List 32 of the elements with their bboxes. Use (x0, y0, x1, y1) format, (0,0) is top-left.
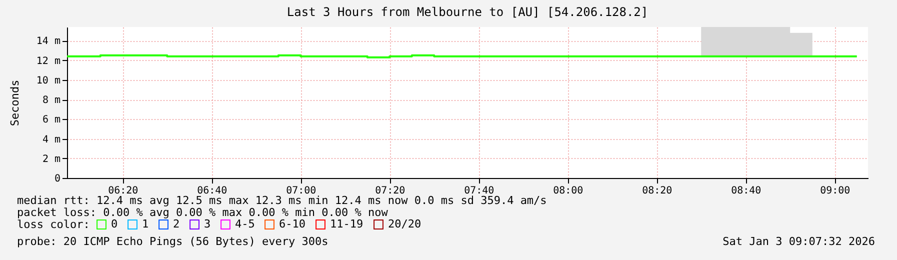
legend-label: 2 (173, 218, 180, 231)
x-tick-label: 08:00 (553, 186, 584, 196)
text: Sat Jan 3 09:07:32 2026 (722, 235, 875, 248)
x-tick-label: 08:20 (642, 186, 672, 196)
y-axis-title: Seconds (8, 80, 22, 126)
y-tick-label: 0 (54, 174, 60, 184)
x-tick-label: 06:20 (108, 186, 138, 196)
legend-label: 20/20 (388, 218, 422, 231)
y-tick-label: 8 m (42, 95, 60, 106)
x-tick-label: 09:00 (820, 186, 850, 196)
legend-label: 11-19 (330, 218, 364, 231)
legend-label: 0 (111, 218, 118, 231)
text: packet loss: 0.00 % avg 0.00 % max 0.00 % min 0.00 % now (17, 206, 388, 219)
x-tick-label: 07:20 (375, 186, 406, 196)
x-tick-label: 07:40 (464, 186, 494, 196)
x-tick-label: 06:40 (197, 186, 228, 196)
legend-label: 3 (204, 218, 211, 231)
legend-label: 6-10 (279, 218, 306, 231)
y-tick-label: 2 m (42, 154, 60, 165)
y-tick-label: 14 m (36, 36, 60, 48)
text: probe: 20 ICMP Echo Pings (56 Bytes) every 300s (17, 235, 328, 248)
y-tick-label: 10 m (36, 75, 60, 86)
x-tick-label: 08:40 (731, 186, 762, 196)
legend-label: 4-5 (235, 218, 255, 231)
text: median rtt: 12.4 ms avg 12.5 ms max 12.3 ms min 12.4 ms now 0.0 ms sd 359.4 am/s (17, 194, 547, 207)
y-tick-label: 4 m (42, 134, 60, 146)
legend-label: 1 (142, 218, 149, 231)
legend-title: loss color: (17, 218, 90, 231)
y-tick-label: 6 m (42, 114, 60, 126)
x-tick-label: 07:00 (286, 186, 316, 196)
y-tick-label: 12 m (36, 56, 60, 67)
chart-title: Last 3 Hours from Melbourne to [AU] [54.206.128.2] (286, 5, 648, 19)
